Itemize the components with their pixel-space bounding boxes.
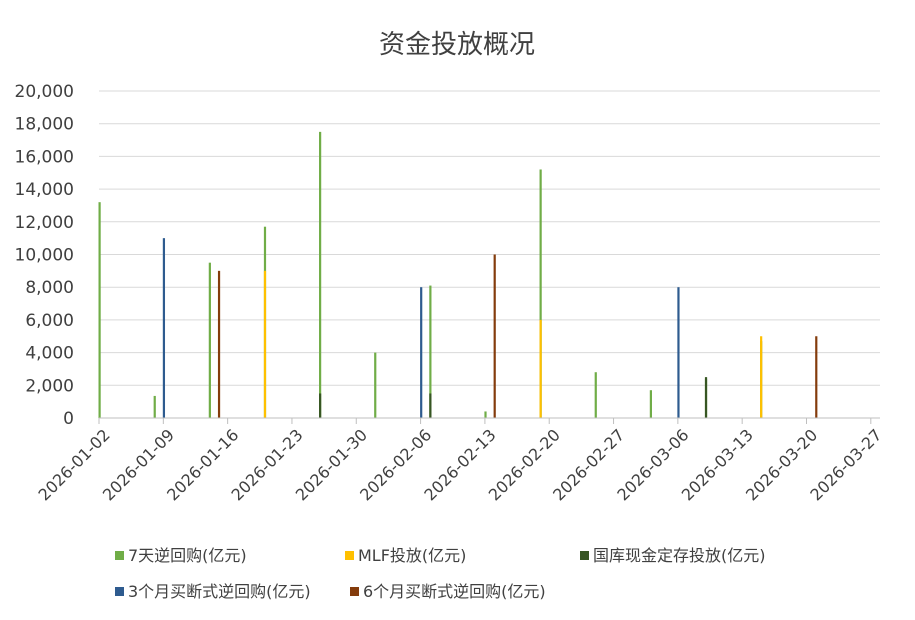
bar xyxy=(208,262,211,418)
bar xyxy=(420,287,423,418)
bar xyxy=(319,131,322,418)
bar xyxy=(677,287,680,418)
bar xyxy=(98,202,101,418)
bar xyxy=(217,270,221,418)
legend-swatch xyxy=(580,551,589,560)
legend-label: 6个月买断式逆回购(亿元) xyxy=(363,582,546,601)
legend-label: 3个月买断式逆回购(亿元) xyxy=(128,582,311,601)
legend-swatch xyxy=(115,587,124,596)
y-tick-label: 8,000 xyxy=(25,278,74,298)
y-tick-label: 6,000 xyxy=(25,311,74,331)
y-axis: 0 2,000 4,000 6,000 8,000 10,000 12,000 14,000 1… xyxy=(15,82,74,429)
y-tick-label: 0 xyxy=(63,409,74,429)
y-tick-label: 18,000 xyxy=(15,115,74,135)
y-tick-label: 20,000 xyxy=(15,82,74,102)
bar xyxy=(493,254,496,418)
y-tick-label: 12,000 xyxy=(15,213,74,233)
y-tick-label: 16,000 xyxy=(15,147,74,167)
bar xyxy=(429,285,432,418)
y-tick-label: 14,000 xyxy=(15,180,74,200)
bar xyxy=(263,270,267,418)
bar xyxy=(815,336,818,418)
bar xyxy=(429,393,432,418)
bar xyxy=(539,169,542,418)
legend-label: 国库现金定存投放(亿元) xyxy=(593,546,766,565)
legend-label: 7天逆回购(亿元) xyxy=(128,546,247,565)
bar xyxy=(162,238,166,418)
bar xyxy=(319,393,322,418)
bar xyxy=(760,336,763,418)
bar xyxy=(704,377,708,418)
chart-title: 资金投放概况 xyxy=(379,30,535,60)
bar xyxy=(649,390,652,418)
bar xyxy=(374,352,377,418)
legend-swatch xyxy=(115,551,124,560)
y-tick-label: 4,000 xyxy=(25,344,74,364)
y-tick-label: 2,000 xyxy=(25,376,74,396)
gridlines xyxy=(99,90,880,386)
bar xyxy=(594,372,597,418)
y-tick-label: 10,000 xyxy=(15,246,74,266)
legend: 7天逆回购(亿元) MLF投放(亿元) 国库现金定存投放(亿元) 3个月买断式逆回购(… xyxy=(115,546,766,601)
bar xyxy=(153,395,156,418)
bar xyxy=(539,319,542,418)
bars xyxy=(98,131,818,418)
legend-label: MLF投放(亿元) xyxy=(358,546,466,565)
legend-swatch xyxy=(350,587,359,596)
legend-swatch xyxy=(345,551,354,560)
x-axis: 2026-01-022026-01-092026-01-162026-01-23… xyxy=(35,417,886,504)
bar xyxy=(484,411,487,418)
